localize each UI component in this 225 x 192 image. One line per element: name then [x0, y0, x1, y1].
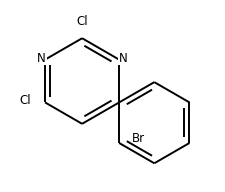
Text: Br: Br: [132, 132, 145, 145]
Text: N: N: [119, 51, 127, 65]
Text: Cl: Cl: [20, 94, 31, 107]
Text: N: N: [37, 51, 46, 65]
Text: Cl: Cl: [76, 15, 88, 28]
